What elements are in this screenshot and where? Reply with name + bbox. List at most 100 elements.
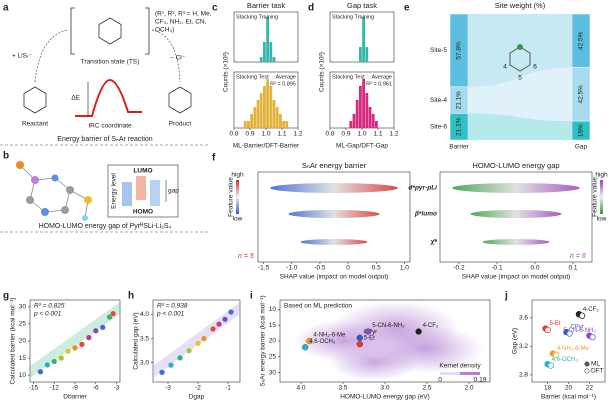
x-axis-label: Dgap [189,394,205,401]
x-tick-label: -1 [225,385,231,392]
atom [517,44,523,50]
site-number: 5 [518,75,522,82]
point [78,341,85,348]
substituents: (R¹, R², R³ = H, Me, [155,11,212,18]
point-label: 4-CF₃ [583,307,599,313]
n-label: n = 5 [238,253,254,260]
annotation: p < 0.001 [156,311,185,318]
hist-bar [243,121,247,128]
hist-bar [362,17,365,62]
x-tick-label: 1.0 [400,265,409,272]
point [222,316,228,323]
x-tick-label: 1.2 [293,131,302,138]
y-tick-label: 25 [19,321,27,328]
hist-bar [352,114,356,128]
value-label: 42.5% [578,31,585,50]
point-label: 4-NH₂-6-Me [313,333,346,339]
substituents: OCH₃) [155,27,174,34]
arrow [34,29,69,83]
point [65,348,72,355]
point [195,340,201,347]
hist-bar [368,107,372,128]
hist-bar [359,47,362,62]
x-axis-label: ML-Gap/DFT-Gap [336,143,388,150]
legend-label: DFT [591,368,604,375]
point [85,334,92,341]
point [44,361,51,368]
point-label: CPyr [570,325,583,331]
point [51,358,58,365]
hist-bar [272,100,276,128]
point-label: 4,6-OCH₃ [552,357,579,363]
x-tick-label: 2.5 [422,385,431,392]
y-tick-label: 20 [19,338,27,345]
hist-bar [269,42,273,62]
leaving-group: − Cl⁻ [170,55,186,62]
hist-bar [279,114,282,128]
legend-marker [584,368,590,374]
hist-bar [259,57,263,62]
annotation: R² = 0.895 [270,81,296,87]
colorbar-title: Kernel density [439,363,481,370]
y-axis-label: SₙAr energy barrier (kcal mol⁻¹) [260,295,267,386]
point [228,309,234,316]
point [177,354,183,361]
colorbar-tick: 0 [438,377,442,384]
panel-label: j [504,291,508,302]
hist-bar [375,121,378,128]
hist-bar [282,121,285,128]
flow-ribbon [468,14,572,87]
y-axis-label: Calculated barrier (kcal mol⁻¹) [10,298,17,385]
point [186,347,192,354]
annotation: p < 0.001 [33,311,62,318]
panel-label: h [128,291,134,302]
product-label: Product [169,121,192,128]
hist-bar [272,57,276,62]
colorbar-title: Feature value [228,177,235,217]
gap: gap [168,188,179,195]
point [578,312,586,319]
point [159,369,165,376]
hist-bar [355,100,359,128]
point [589,333,596,341]
y-tick-label: 3.2 [519,343,528,350]
point [547,362,554,369]
x-tick-label: 1.0 [261,131,270,138]
chart-title: SₙAr energy barrier [302,161,367,170]
panel-label: c [212,3,218,14]
point [356,341,363,348]
x-tick-label: -6 [93,385,99,392]
point-label: 5-CN-6-NH₂ [563,328,596,334]
y-tick-label: 10 [19,372,27,379]
hist-bar [250,114,253,128]
axes-frame [152,299,241,383]
point [356,334,363,341]
y-tick-label: 2.8 [519,372,528,379]
hist-bar [247,121,250,128]
colorbar [600,180,603,214]
panel-label: f [212,153,216,164]
point [415,328,422,335]
hist-label: Stacking Test [236,74,269,80]
y-tick-label: 3.0 [140,359,149,366]
x-tick-label: 3.5 [338,385,347,392]
point [210,325,216,332]
reagent: + LiSᵣ⁻ [12,53,33,60]
y-tick-label: 20 [269,338,277,345]
point-label: 5-Et [364,336,375,342]
x-axis-label: Barrier (kcal mol⁻¹) [541,394,596,401]
point-label: 5-Et [550,321,561,327]
y-tick-label: 4.0 [140,311,149,318]
hist-label: Stacking Training [236,14,278,20]
fit-band [153,302,240,378]
feature-label: βᵉlumo [414,211,437,218]
shap-cloud [300,239,368,245]
annotation: Average [276,74,296,80]
annotation: Average [372,74,392,80]
arrow [151,29,181,83]
y-axis-label: Counts (×10²) [223,52,230,92]
shap-cloud [288,210,380,218]
x-tick-label: 1.1 [277,131,286,138]
site-number: 4 [503,64,507,71]
legend-marker [584,361,590,367]
